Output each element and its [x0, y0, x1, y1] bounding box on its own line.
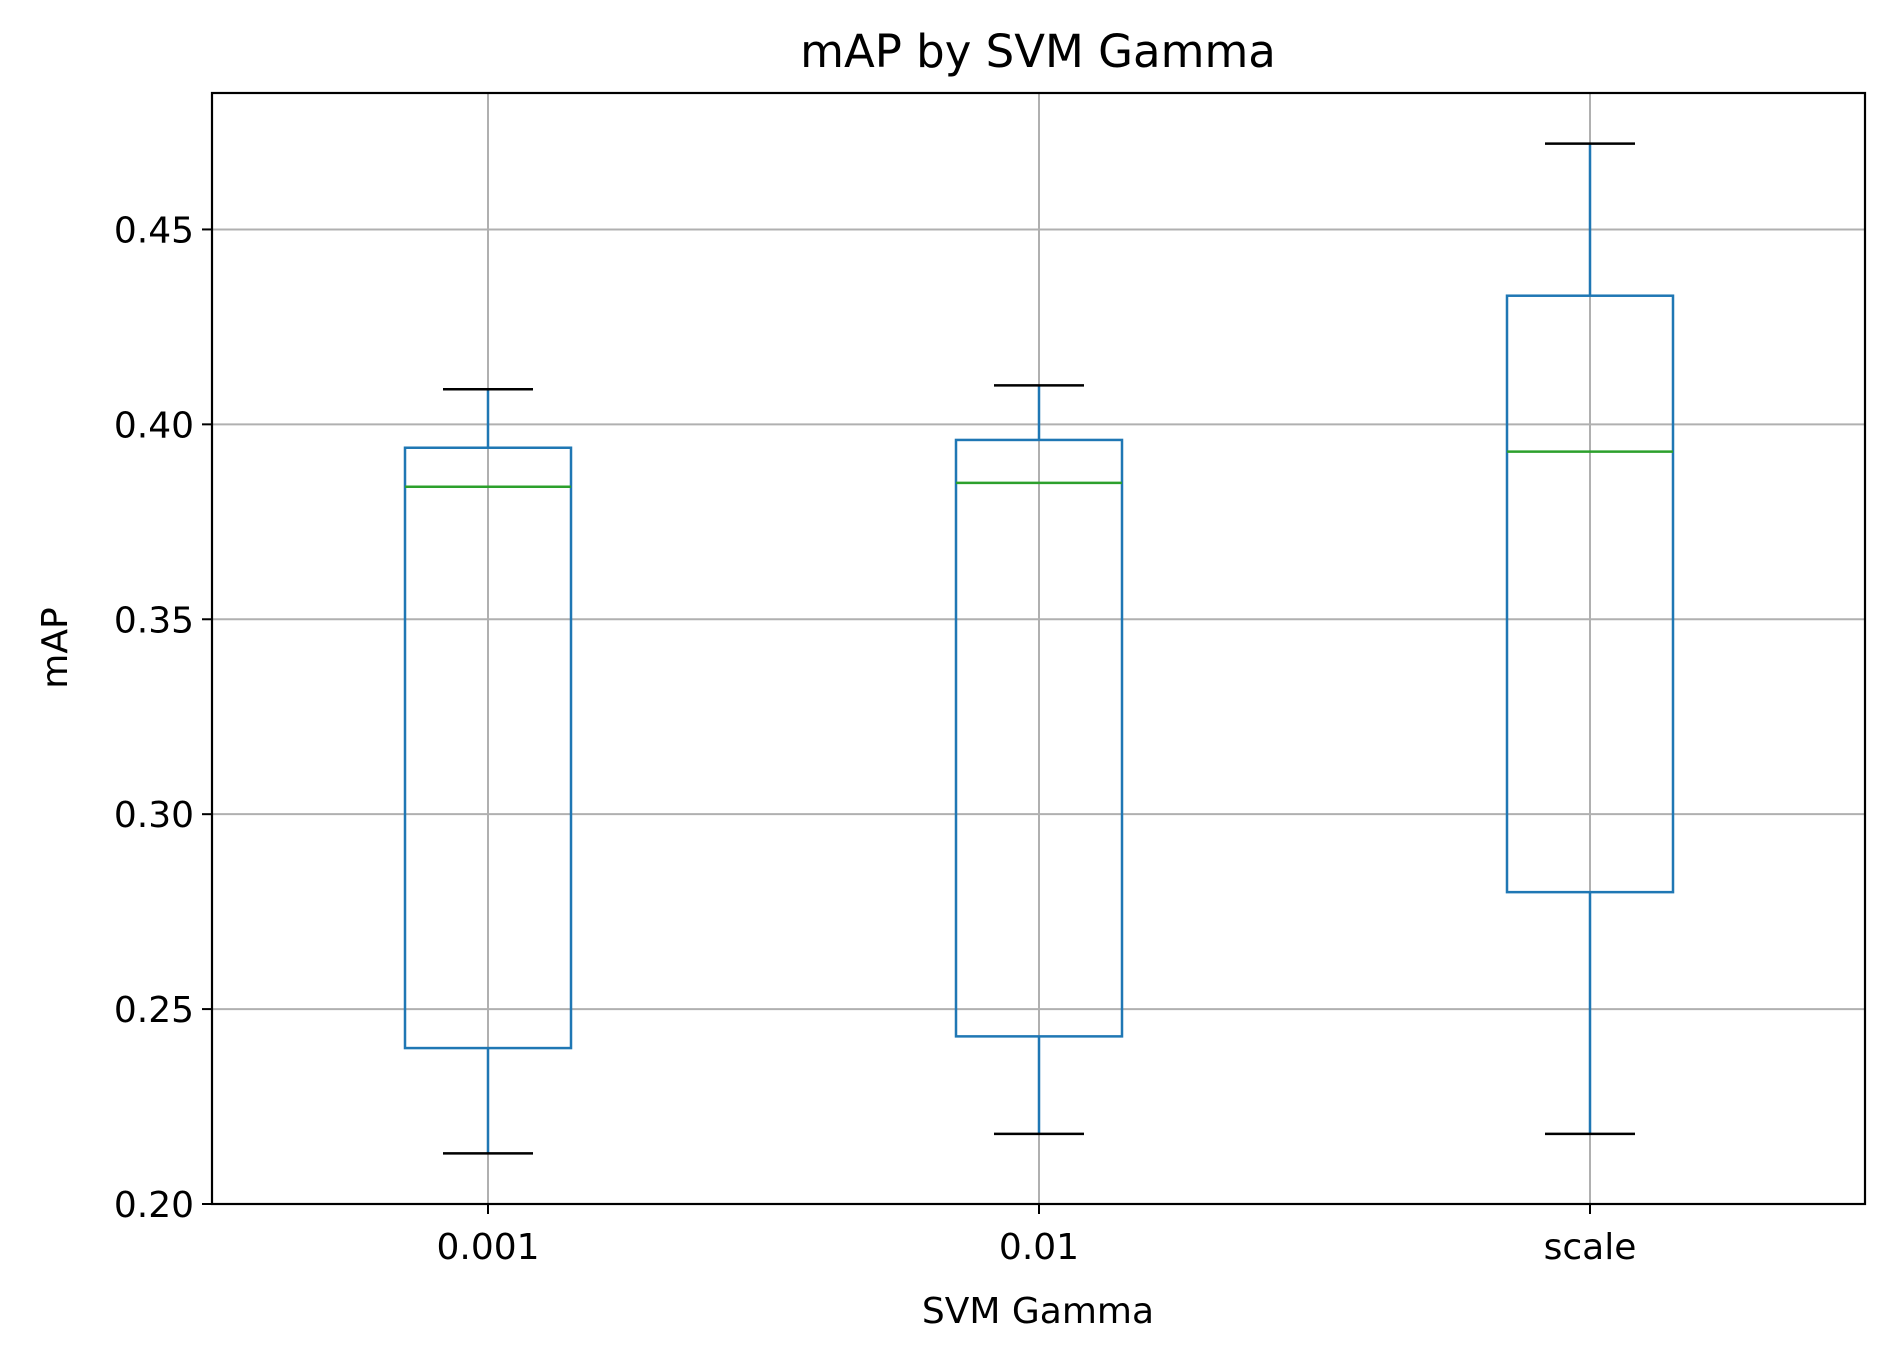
y-tick-label: 0.20 — [114, 1185, 194, 1226]
y-tick-label: 0.45 — [114, 210, 194, 251]
y-tick-label: 0.40 — [114, 405, 194, 446]
x-axis-label: SVM Gamma — [922, 1291, 1154, 1332]
y-tick-label: 0.35 — [114, 600, 194, 641]
x-tick-label: scale — [1544, 1227, 1637, 1268]
box-series — [403, 142, 1675, 1155]
box-scale — [1505, 142, 1675, 1136]
x-tick-label: 0.001 — [436, 1227, 539, 1268]
box-0.01 — [954, 384, 1124, 1136]
iqr-box — [403, 446, 573, 1050]
iqr-box — [954, 438, 1124, 1038]
axis-ticks: 0.20 0.25 0.30 0.35 0.40 0.45 0.001 0.01 scale — [114, 210, 1637, 1268]
box-0.001 — [403, 388, 573, 1155]
chart-title: mAP by SVM Gamma — [800, 25, 1276, 78]
y-tick-label: 0.30 — [114, 795, 194, 836]
y-tick-label: 0.25 — [114, 990, 194, 1031]
y-axis-label: mAP — [35, 607, 76, 688]
iqr-box — [1505, 294, 1675, 894]
x-tick-label: 0.01 — [999, 1227, 1079, 1268]
